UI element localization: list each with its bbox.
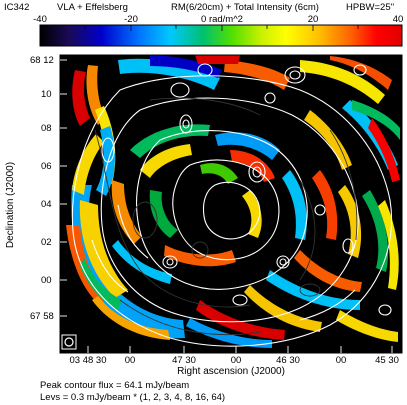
peak-contour-flux: Peak contour flux = 64.1 mJy/beam: [40, 380, 190, 391]
title-description: RM(6/20cm) + Total Intensity (6cm): [171, 2, 319, 13]
x-axis-label: Right ascension (J2000): [177, 366, 285, 377]
colorbar-tick: -20: [124, 14, 138, 25]
title-beam: HPBW=25'': [346, 2, 394, 13]
colorbar-gradient: [39, 24, 403, 47]
y-tick-label: 04: [41, 199, 52, 210]
x-tick-label: 00: [125, 355, 136, 366]
x-tick-label: 03 48 30: [70, 355, 107, 366]
x-tick-labels: 03 48 30 00 47 30 00 46 30 00 45 30: [70, 355, 399, 366]
total-intensity-contours: [71, 63, 393, 347]
contour-levels: Levs = 0.3 mJy/beam * (1, 2, 3, 4, 8, 16…: [40, 392, 226, 403]
colorbar-tick: 40: [393, 14, 404, 25]
y-tick-labels: 68 12 10 08 06 04 02 00 67 58: [30, 55, 54, 322]
colorbar-tick: -40: [33, 14, 47, 25]
y-tick-label: 67 58: [30, 311, 54, 322]
beam-symbol: [61, 334, 77, 350]
colorbar: -40 -20 0 rad/m^2 20 40: [33, 14, 404, 47]
x-tick-label: 45 30: [375, 355, 399, 366]
x-tick-label: 00: [231, 355, 242, 366]
x-tick-label: 47 30: [172, 355, 196, 366]
y-tick-label: 06: [41, 161, 52, 172]
x-tick-label: 00: [336, 355, 347, 366]
colorbar-tick: 20: [308, 14, 319, 25]
title-instrument: VLA + Effelsberg: [57, 2, 128, 13]
y-tick-label: 00: [41, 275, 52, 286]
plot-area: [59, 54, 403, 354]
y-tick-label: 02: [41, 237, 52, 248]
y-axis-label: Declination (J2000): [5, 162, 16, 248]
y-tick-label: 68 12: [30, 55, 54, 66]
secondary-contours: [94, 97, 358, 336]
title-source: IC342: [4, 2, 29, 13]
x-tick-label: 46 30: [276, 355, 300, 366]
rm-color-patches: [66, 55, 400, 348]
colorbar-tick: 0 rad/m^2: [201, 14, 243, 25]
y-tick-label: 08: [41, 123, 52, 134]
y-tick-label: 10: [41, 89, 52, 100]
